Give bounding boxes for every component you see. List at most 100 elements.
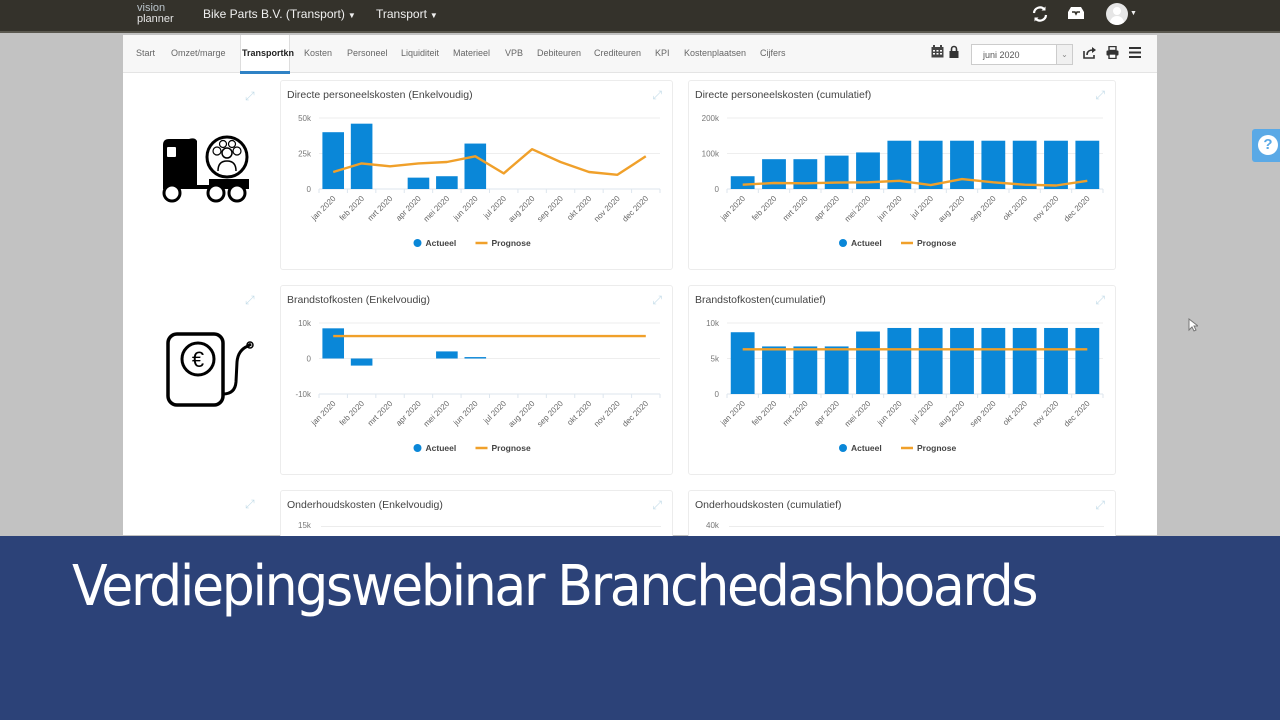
- svg-text:nov 2020: nov 2020: [592, 399, 622, 429]
- lock-icon[interactable]: [949, 45, 959, 61]
- print-icon[interactable]: [1106, 45, 1119, 62]
- svg-text:dec 2020: dec 2020: [1062, 194, 1092, 224]
- svg-text:dec 2020: dec 2020: [621, 399, 651, 429]
- svg-text:nov 2020: nov 2020: [1031, 194, 1061, 224]
- svg-text:aug 2020: aug 2020: [507, 399, 537, 429]
- svg-text:0: 0: [715, 185, 720, 194]
- expand-icon[interactable]: ⤢: [245, 89, 255, 103]
- svg-text:jun 2020: jun 2020: [451, 399, 480, 428]
- tab-kosten[interactable]: Kosten: [304, 48, 333, 58]
- svg-text:feb 2020: feb 2020: [338, 399, 367, 428]
- chart-title: Brandstofkosten(cumulatief): [695, 294, 826, 306]
- gridline: [729, 526, 1104, 527]
- y-tick-label: 40k: [706, 521, 719, 530]
- svg-text:Prognose: Prognose: [917, 238, 956, 248]
- svg-text:sep 2020: sep 2020: [968, 194, 998, 224]
- svg-text:jan 2020: jan 2020: [309, 194, 338, 223]
- svg-text:mrt 2020: mrt 2020: [366, 194, 395, 223]
- fuel-pump-euro-icon: €: [163, 330, 258, 415]
- svg-text:mrt 2020: mrt 2020: [781, 194, 810, 223]
- tab-materieel[interactable]: Materieel: [453, 48, 491, 58]
- expand-icon[interactable]: ⤢: [245, 497, 255, 511]
- chart-card-personeelskosten-enkelvoudig: Directe personeelskosten (Enkelvoudig) ⤢…: [280, 80, 673, 270]
- svg-text:jul 2020: jul 2020: [481, 194, 508, 221]
- svg-text:0: 0: [307, 355, 312, 364]
- svg-text:nov 2020: nov 2020: [592, 194, 622, 224]
- svg-text:mei 2020: mei 2020: [422, 399, 452, 429]
- tab-omzet-marge[interactable]: Omzet/marge: [171, 48, 226, 58]
- tab-vpb[interactable]: VPB: [505, 48, 524, 58]
- expand-icon[interactable]: ⤢: [1095, 498, 1105, 512]
- tab-debiteuren[interactable]: Debiteuren: [537, 48, 582, 58]
- svg-text:25k: 25k: [298, 150, 312, 159]
- inbox-icon[interactable]: [1068, 6, 1084, 25]
- menu-icon[interactable]: [1129, 47, 1141, 61]
- tab-cijfers[interactable]: Cijfers: [760, 48, 786, 58]
- expand-icon[interactable]: ⤢: [1095, 88, 1105, 102]
- svg-text:feb 2020: feb 2020: [338, 194, 367, 223]
- svg-text:100k: 100k: [702, 150, 720, 159]
- export-icon[interactable]: [1083, 47, 1096, 62]
- y-tick-label: 15k: [298, 521, 311, 530]
- user-avatar[interactable]: [1106, 3, 1128, 25]
- svg-text:jun 2020: jun 2020: [875, 399, 904, 428]
- tab-kpi[interactable]: KPI: [655, 48, 670, 58]
- top-navigation-bar: vision planner Bike Parts B.V. (Transpor…: [0, 0, 1280, 33]
- company-menu[interactable]: Bike Parts B.V. (Transport) ▼: [203, 7, 356, 21]
- chart-title: Directe personeelskosten (Enkelvoudig): [287, 89, 473, 101]
- svg-text:apr 2020: apr 2020: [394, 399, 423, 428]
- refresh-icon[interactable]: [1031, 5, 1049, 28]
- title-banner: Verdiepingswebinar Branchedashboards: [0, 536, 1280, 720]
- help-button[interactable]: ?: [1252, 129, 1280, 162]
- svg-text:jan 2020: jan 2020: [309, 399, 338, 428]
- chart-card-brandstofkosten-enkelvoudig: Brandstofkosten (Enkelvoudig) ⤢ 10k 0 -10k…: [280, 285, 673, 475]
- period-select[interactable]: juni 2020 ⌄: [971, 44, 1073, 65]
- tab-liquiditeit[interactable]: Liquiditeit: [401, 48, 440, 58]
- company-menu-label: Bike Parts B.V. (Transport): [203, 7, 345, 21]
- svg-text:Prognose: Prognose: [492, 238, 531, 248]
- expand-icon[interactable]: ⤢: [652, 88, 662, 102]
- dashboard-panel: Start Omzet/marge Transportkn Kosten Per…: [123, 35, 1157, 570]
- tab-personeel[interactable]: Personeel: [347, 48, 388, 58]
- expand-icon[interactable]: ⤢: [652, 498, 662, 512]
- tab-kostenplaatsen[interactable]: Kostenplaatsen: [684, 48, 747, 58]
- gridline: [321, 526, 661, 527]
- svg-text:okt 2020: okt 2020: [1001, 399, 1029, 427]
- chart-card-personeelskosten-cumulatief: Directe personeelskosten (cumulatief) ⤢ …: [688, 80, 1116, 270]
- svg-text:jun 2020: jun 2020: [875, 194, 904, 223]
- calendar-icon[interactable]: [931, 45, 944, 61]
- svg-text:sep 2020: sep 2020: [968, 399, 998, 429]
- svg-text:mei 2020: mei 2020: [843, 194, 873, 224]
- expand-icon[interactable]: ⤢: [1095, 293, 1105, 307]
- svg-text:okt 2020: okt 2020: [1001, 194, 1029, 222]
- svg-text:jul 2020: jul 2020: [908, 399, 935, 426]
- mouse-cursor-icon: [1188, 317, 1200, 337]
- chart-title: Onderhoudskosten (cumulatief): [695, 499, 842, 511]
- tab-crediteuren[interactable]: Crediteuren: [594, 48, 642, 58]
- caret-down-icon[interactable]: ▼: [1130, 10, 1137, 17]
- svg-text:jun 2020: jun 2020: [451, 194, 480, 223]
- svg-text:sep 2020: sep 2020: [535, 399, 565, 429]
- period-select-value: juni 2020: [983, 50, 1020, 60]
- chevron-down-icon: ⌄: [1056, 45, 1072, 64]
- branch-menu[interactable]: Transport ▼: [376, 7, 438, 21]
- expand-icon[interactable]: ⤢: [652, 293, 662, 307]
- chart-title: Onderhoudskosten (Enkelvoudig): [287, 499, 443, 511]
- svg-text:Actueel: Actueel: [851, 443, 882, 453]
- truck-personnel-icon: [161, 135, 251, 210]
- tab-transportkn[interactable]: Transportkn: [240, 35, 294, 74]
- expand-icon[interactable]: ⤢: [245, 293, 255, 307]
- vision-planner-logo[interactable]: vision planner: [137, 3, 181, 25]
- svg-text:apr 2020: apr 2020: [812, 194, 841, 223]
- svg-text:jan 2020: jan 2020: [718, 399, 747, 428]
- svg-text:okt 2020: okt 2020: [565, 399, 593, 427]
- svg-text:aug 2020: aug 2020: [507, 194, 537, 224]
- svg-text:jan 2020: jan 2020: [718, 194, 747, 223]
- svg-text:Prognose: Prognose: [917, 443, 956, 453]
- tab-start[interactable]: Start: [136, 48, 156, 58]
- svg-text:dec 2020: dec 2020: [621, 194, 651, 224]
